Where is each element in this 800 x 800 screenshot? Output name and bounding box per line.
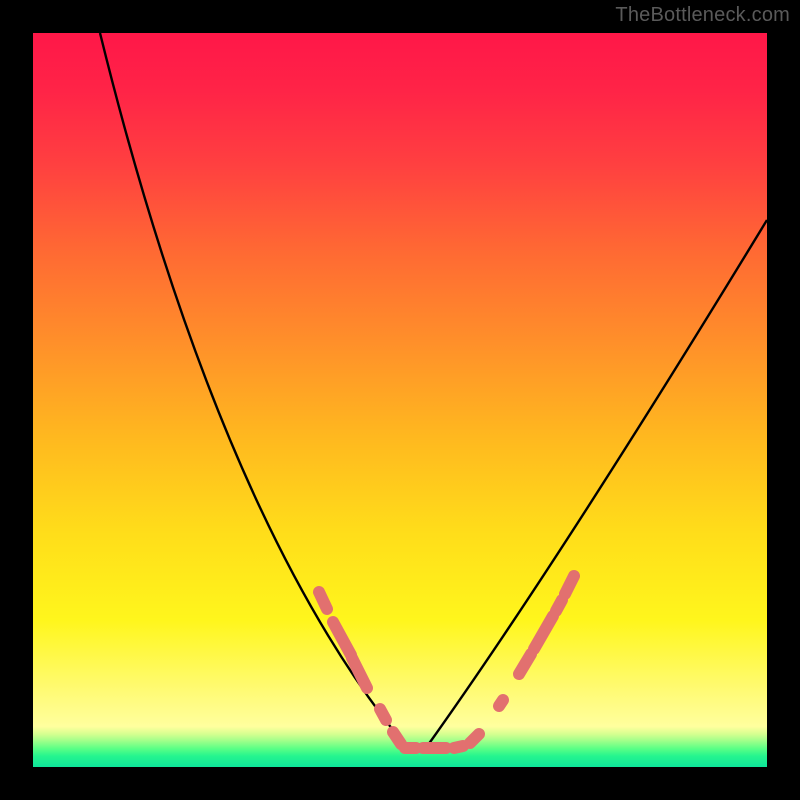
curve-marker-segment [556, 600, 562, 611]
bottleneck-chart [0, 0, 800, 800]
watermark-text: TheBottleneck.com [615, 4, 790, 27]
curve-marker-segment [319, 592, 327, 609]
curve-marker-segment [454, 746, 463, 748]
curve-marker-segment [470, 734, 479, 743]
chart-stage: TheBottleneck.com [0, 0, 800, 800]
curve-marker-segment [380, 709, 386, 720]
curve-marker-segment [393, 732, 401, 744]
curve-marker-segment [565, 576, 574, 594]
curve-marker-segment [499, 700, 503, 706]
